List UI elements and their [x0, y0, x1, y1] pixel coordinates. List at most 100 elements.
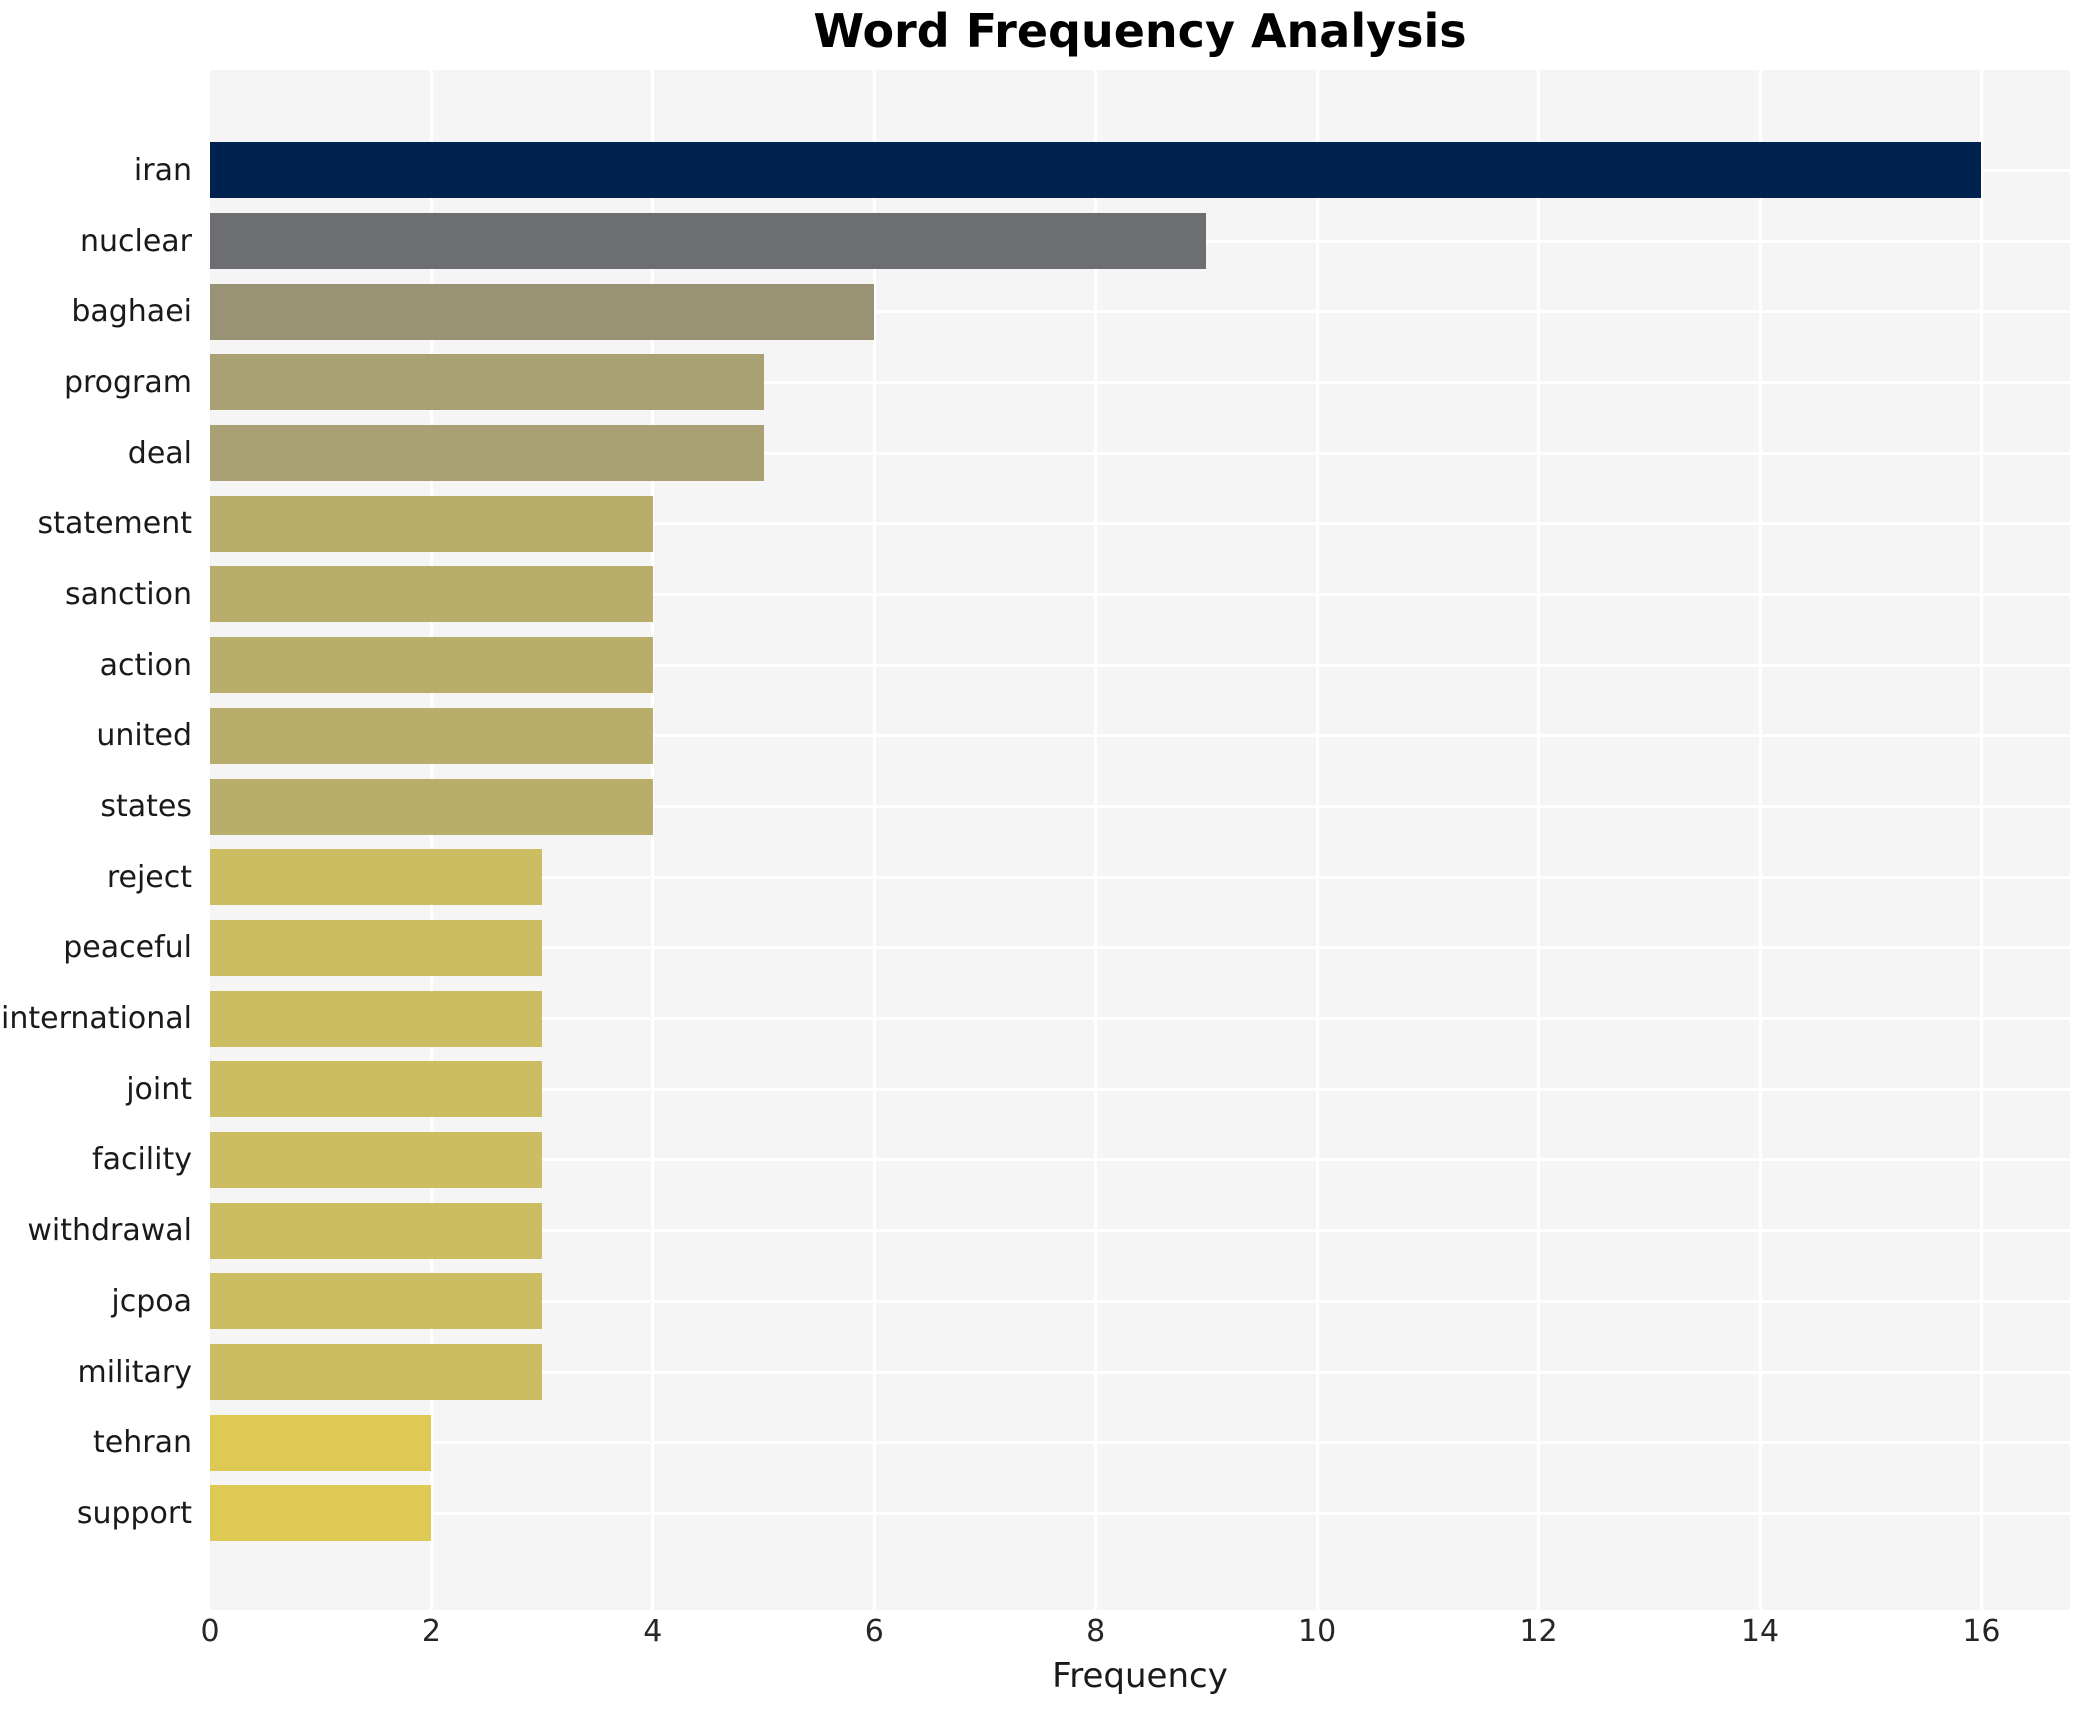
bar-row-sanction	[210, 559, 2070, 630]
y-axis-label-tehran: tehran	[93, 1425, 192, 1461]
gridline-x-2	[429, 70, 433, 1610]
bar-states	[210, 778, 653, 835]
gridline-y-support	[210, 1511, 2070, 1515]
gridline-x-4	[651, 70, 655, 1610]
gridline-y-tehran	[210, 1441, 2070, 1445]
x-axis-ticks: 0 2 4 6 8 10 12 14 16	[200, 1614, 2070, 1656]
x-tick-label-0: 0	[200, 1614, 220, 1649]
gridline-y-united	[210, 734, 2070, 738]
bar-row-iran	[210, 135, 2070, 206]
bar-joint	[210, 1061, 543, 1118]
x-tick-label-8: 8	[1086, 1614, 1106, 1649]
bar-sanction	[210, 566, 653, 623]
bar-row-jcpoa	[210, 1266, 2070, 1337]
bar-jcpoa	[210, 1273, 543, 1330]
y-axis-label-nuclear: nuclear	[79, 223, 192, 259]
bar-international	[210, 990, 543, 1047]
bar-row-program	[210, 347, 2070, 418]
y-axis-label-states: states	[100, 789, 192, 825]
bar-support	[210, 1485, 432, 1542]
y-axis-label-baghaei: baghaei	[71, 294, 192, 330]
bar-row-baghaei	[210, 276, 2070, 347]
y-axis-label-iran: iran	[133, 152, 192, 188]
bar-row-support	[210, 1478, 2070, 1549]
x-tick-label-12: 12	[1519, 1614, 1558, 1649]
bar-facility	[210, 1131, 543, 1188]
gridline-y-joint	[210, 1087, 2070, 1091]
gridline-y-action	[210, 663, 2070, 667]
gridline-y-facility	[210, 1158, 2070, 1162]
gridline-y-withdrawal	[210, 1229, 2070, 1233]
y-axis-label-united: united	[96, 718, 192, 754]
y-axis-label-program: program	[63, 364, 192, 400]
gridline-y-peaceful	[210, 946, 2070, 950]
bar-row-united	[210, 701, 2070, 772]
bar-tehran	[210, 1414, 432, 1471]
y-axis-label-facility: facility	[92, 1142, 192, 1178]
gridline-y-sanction	[210, 592, 2070, 596]
y-axis-label-support: support	[76, 1495, 192, 1531]
y-axis-labels: iran nuclear baghaei program deal statement sa…	[0, 70, 192, 1610]
y-axis-label-reject: reject	[106, 859, 192, 895]
y-axis-label-peaceful: peaceful	[63, 930, 192, 966]
bar-row-joint	[210, 1054, 2070, 1125]
bar-row-international	[210, 983, 2070, 1054]
gridline-x-10	[1315, 70, 1319, 1610]
y-axis-label-sanction: sanction	[65, 576, 192, 612]
x-tick-label-4: 4	[643, 1614, 663, 1649]
gridline-y-baghaei	[210, 310, 2070, 314]
bar-united	[210, 707, 653, 764]
bar-statement	[210, 495, 653, 552]
bar-action	[210, 637, 653, 694]
y-axis-label-international: international	[1, 1001, 192, 1037]
gridline-y-international	[210, 1017, 2070, 1021]
y-axis-label-withdrawal: withdrawal	[27, 1213, 192, 1249]
bar-row-action	[210, 630, 2070, 701]
gridline-y-jcpoa	[210, 1299, 2070, 1303]
gridline-x-6	[872, 70, 876, 1610]
bar-withdrawal	[210, 1202, 543, 1259]
gridline-y-deal	[210, 451, 2070, 455]
y-axis-label-military: military	[77, 1354, 192, 1390]
plot-area	[210, 70, 2070, 1610]
bar-baghaei	[210, 283, 875, 340]
y-axis-label-joint: joint	[126, 1071, 192, 1107]
y-axis-label-statement: statement	[37, 506, 192, 542]
gridline-x-12	[1537, 70, 1541, 1610]
gridline-y-statement	[210, 522, 2070, 526]
x-tick-label-6: 6	[864, 1614, 884, 1649]
gridline-x-8	[1094, 70, 1098, 1610]
chart-title: Word Frequency Analysis	[813, 4, 1467, 58]
bar-peaceful	[210, 919, 543, 976]
y-axis-label-action: action	[99, 647, 192, 683]
bar-nuclear	[210, 213, 1207, 270]
bar-reject	[210, 849, 543, 906]
bar-row-reject	[210, 842, 2070, 913]
bar-row-statement	[210, 488, 2070, 559]
x-tick-label-2: 2	[421, 1614, 441, 1649]
gridline-y-states	[210, 805, 2070, 809]
y-axis-label-deal: deal	[127, 435, 192, 471]
bar-row-states	[210, 771, 2070, 842]
bar-military	[210, 1344, 543, 1401]
bar-deal	[210, 425, 764, 482]
x-tick-label-10: 10	[1298, 1614, 1337, 1649]
gridline-x-16	[1979, 70, 1983, 1610]
gridline-y-military	[210, 1370, 2070, 1374]
bar-iran	[210, 142, 1982, 199]
x-tick-label-16: 16	[1962, 1614, 2001, 1649]
bar-row-nuclear	[210, 206, 2070, 277]
gridline-y-reject	[210, 875, 2070, 879]
bar-row-military	[210, 1337, 2070, 1408]
x-tick-label-14: 14	[1740, 1614, 1780, 1649]
bar-program	[210, 354, 764, 411]
bar-row-peaceful	[210, 913, 2070, 984]
bar-row-withdrawal	[210, 1195, 2070, 1266]
bar-row-facility	[210, 1125, 2070, 1196]
x-axis-title: Frequency	[1052, 1656, 1228, 1696]
y-axis-label-jcpoa: jcpoa	[111, 1283, 192, 1319]
bar-row-tehran	[210, 1407, 2070, 1478]
gridline-y-program	[210, 380, 2070, 384]
gridline-x-14	[1758, 70, 1762, 1610]
